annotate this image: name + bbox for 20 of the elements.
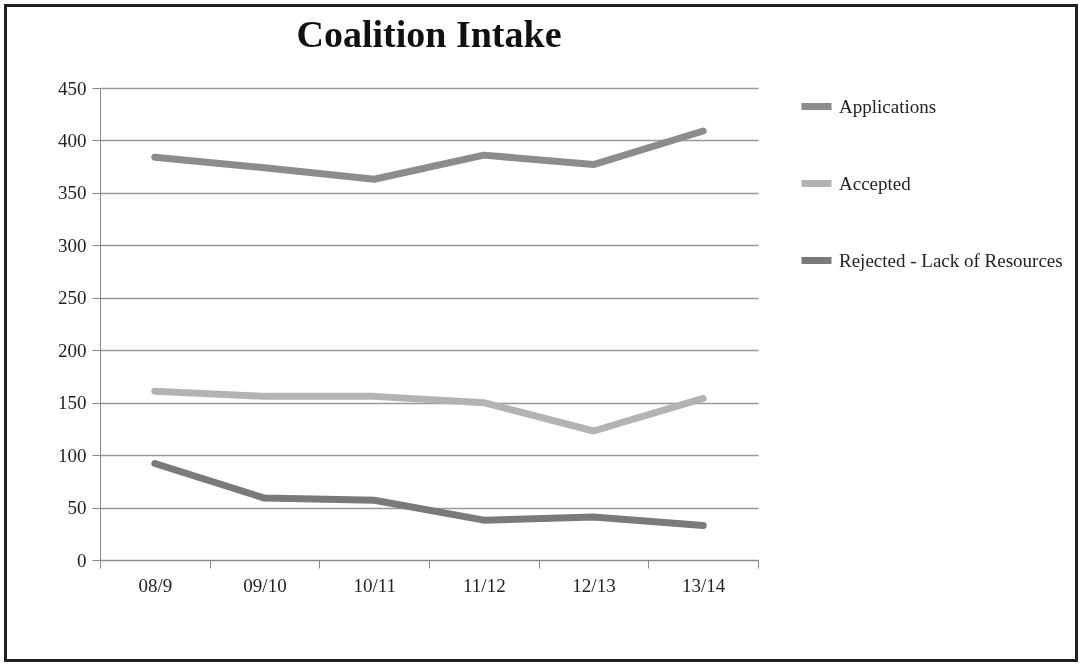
- legend-label: Applications: [839, 95, 937, 117]
- y-tick-label: 150: [58, 392, 87, 414]
- legend-label: Rejected - Lack of Resources: [839, 249, 1063, 271]
- x-tick-label: 12/13: [572, 574, 616, 596]
- y-tick-label: 250: [58, 287, 87, 309]
- chart-title: Coalition Intake: [296, 13, 562, 55]
- y-tick-label: 300: [58, 234, 87, 256]
- y-tick-label: 50: [67, 497, 87, 519]
- x-tick-label: 08/9: [138, 574, 173, 596]
- y-tick-label: 450: [58, 77, 87, 99]
- y-tick-label: 100: [58, 444, 87, 466]
- y-tick-label: 400: [58, 129, 87, 151]
- legend-label: Accepted: [839, 172, 912, 194]
- x-tick-label: 13/14: [682, 574, 726, 596]
- x-tick-label: 11/12: [463, 574, 506, 596]
- y-tick-label: 200: [58, 339, 87, 361]
- y-tick-label: 350: [58, 182, 87, 204]
- y-tick-label: 0: [77, 549, 87, 571]
- x-tick-label: 10/11: [353, 574, 396, 596]
- x-tick-label: 09/10: [243, 574, 287, 596]
